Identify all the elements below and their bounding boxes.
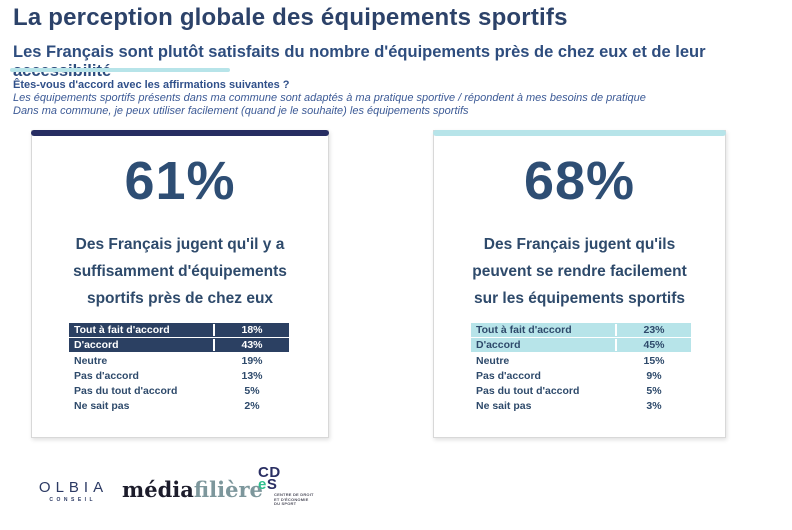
footer-logos: OLBIA CONSEIL médiafilière CD eS CENTRE … [0,465,792,525]
page-subtitle: Les Français sont plutôt satisfaits du n… [13,43,706,80]
cdes-subtext: CENTRE DE DROIT ET D'ÉCONOMIE DU SPORT [274,492,314,506]
answer-value: 15% [615,354,691,367]
survey-intro: Êtes-vous d'accord avec les affirmations… [13,79,646,118]
mediafiliere-part1: média [122,477,194,502]
cdes-monogram: CD eS [258,464,328,493]
table-row: Neutre 15% [471,353,691,368]
table-row: Pas d'accord 9% [471,368,691,383]
table-row: D'accord 45% [471,338,691,353]
table-row: Neutre 19% [69,353,289,368]
survey-question: Êtes-vous d'accord avec les affirmations… [13,79,290,91]
answer-label: Tout à fait d'accord [476,324,572,336]
answer-value: 23% [615,324,691,336]
table-row: Pas d'accord 13% [69,368,289,383]
answer-label: Pas du tout d'accord [74,384,178,397]
answer-label: Ne sait pas [74,399,130,412]
cdes-monogram-s: S [266,476,278,493]
stat-card-equipment-quantity: 61% Des Français jugent qu'il y a suffis… [31,130,329,438]
olbia-wordmark: OLBIA [38,479,109,496]
answer-value: 13% [213,369,289,382]
cdes-monogram-line1: CD [258,464,281,481]
table-row: Tout à fait d'accord 18% [69,323,289,338]
survey-statement-1: Les équipements sportifs présents dans m… [13,92,646,104]
answer-label: Neutre [74,354,108,367]
description-line: sportifs près de chez eux [86,290,274,307]
answer-label: Pas du tout d'accord [476,384,580,397]
answer-label: Ne sait pas [476,399,532,412]
card-accent-bar [433,130,726,136]
page-title: La perception globale des équipements sp… [13,4,568,31]
cdes-monogram-line2: eS [258,476,328,493]
cdes-logo: CD eS CENTRE DE DROIT ET D'ÉCONOMIE DU S… [258,464,328,507]
answer-value: 2% [213,399,289,412]
olbia-tagline: CONSEIL [49,497,97,503]
answer-value: 5% [615,384,691,397]
olbia-logo: OLBIA CONSEIL [33,479,109,503]
table-row: D'accord 43% [69,338,289,353]
description-line: sur les équipements sportifs [473,290,686,307]
answer-value: 3% [615,399,691,412]
answers-table: Tout à fait d'accord 23% D'accord 45% Ne… [471,323,691,413]
description-line: suffisamment d'équipements [73,263,287,280]
table-row: Pas du tout d'accord 5% [69,383,289,398]
answer-label: Pas d'accord [476,369,541,382]
mediafiliere-part2: filière [193,477,263,502]
answer-label: Pas d'accord [74,369,139,382]
description-line: Des Français jugent qu'ils [483,236,676,253]
cdes-monogram-e: e [258,476,267,493]
table-row: Tout à fait d'accord 23% [471,323,691,338]
answer-value: 19% [213,354,289,367]
answer-label: Neutre [476,354,510,367]
answer-label: Tout à fait d'accord [74,324,170,336]
answer-value: 18% [213,324,289,336]
answer-value: 43% [213,339,289,351]
headline-percent: 61% [124,151,236,211]
card-description: Des Français jugent qu'ils peuvent se re… [434,231,725,312]
survey-statement-2: Dans ma commune, je peux utiliser facile… [13,105,469,117]
table-row: Pas du tout d'accord 5% [471,383,691,398]
stat-card-equipment-access: 68% Des Français jugent qu'ils peuvent s… [433,130,726,438]
card-description: Des Français jugent qu'il y a suffisamme… [32,231,328,312]
answer-value: 9% [615,369,691,382]
answer-value: 45% [615,339,691,351]
description-line: peuvent se rendre facilement [472,263,687,280]
headline-percent: 68% [523,151,636,211]
table-row: Ne sait pas 2% [69,398,289,413]
description-line: Des Français jugent qu'il y a [75,236,285,253]
answer-value: 5% [213,384,289,397]
answer-label: D'accord [74,339,119,351]
answer-label: D'accord [476,339,521,351]
table-row: Ne sait pas 3% [471,398,691,413]
accent-divider [10,68,230,72]
mediafiliere-logo: médiafilière [122,477,263,502]
card-accent-bar [31,130,329,136]
answers-table: Tout à fait d'accord 18% D'accord 43% Ne… [69,323,289,413]
